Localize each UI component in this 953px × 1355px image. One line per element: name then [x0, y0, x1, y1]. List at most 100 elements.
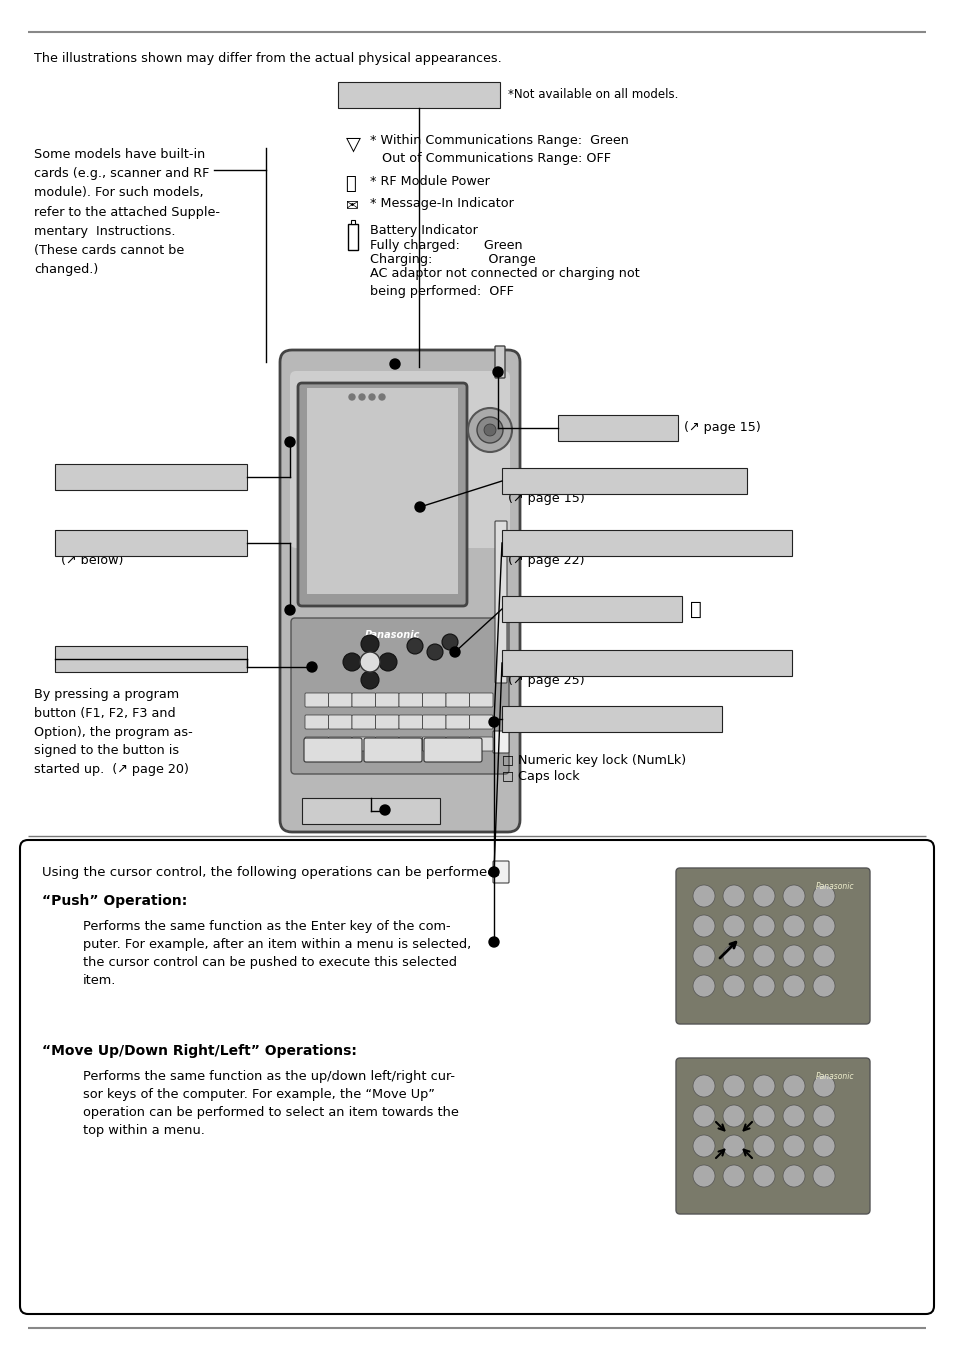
Circle shape — [782, 1135, 804, 1157]
Circle shape — [782, 915, 804, 938]
FancyBboxPatch shape — [305, 715, 328, 729]
FancyBboxPatch shape — [446, 737, 469, 751]
FancyBboxPatch shape — [423, 738, 481, 762]
FancyBboxPatch shape — [55, 646, 247, 672]
FancyBboxPatch shape — [422, 715, 446, 729]
Circle shape — [489, 717, 498, 728]
Circle shape — [812, 915, 834, 938]
Circle shape — [369, 394, 375, 400]
Text: (↗ page 22): (↗ page 22) — [507, 554, 584, 566]
Text: * Message-In Indicator: * Message-In Indicator — [370, 196, 514, 210]
Circle shape — [722, 915, 744, 938]
Circle shape — [752, 1075, 774, 1098]
Text: “Move Up/Down Right/Left” Operations:: “Move Up/Down Right/Left” Operations: — [42, 1043, 356, 1058]
Circle shape — [476, 417, 502, 443]
Text: □ Caps lock: □ Caps lock — [501, 770, 579, 783]
Text: ⏻: ⏻ — [689, 599, 701, 618]
Circle shape — [489, 938, 498, 947]
FancyBboxPatch shape — [328, 737, 352, 751]
Circle shape — [782, 944, 804, 967]
Circle shape — [752, 885, 774, 906]
Circle shape — [782, 1075, 804, 1098]
Text: (↗ below): (↗ below) — [61, 554, 123, 566]
FancyBboxPatch shape — [20, 840, 933, 1314]
FancyBboxPatch shape — [469, 737, 493, 751]
Text: Battery Indicator: Battery Indicator — [370, 224, 477, 237]
Text: Panasonic: Panasonic — [815, 1072, 853, 1081]
FancyBboxPatch shape — [676, 869, 869, 1024]
Circle shape — [427, 644, 442, 660]
Text: Some models have built-in
cards (e.g., scanner and RF
module). For such models,
: Some models have built-in cards (e.g., s… — [34, 148, 220, 276]
Text: By pressing a program
button (F1, F2, F3 and
Option), the program as-
signed to : By pressing a program button (F1, F2, F3… — [34, 688, 193, 776]
FancyBboxPatch shape — [375, 737, 398, 751]
FancyBboxPatch shape — [364, 738, 421, 762]
FancyBboxPatch shape — [558, 415, 678, 440]
Text: Panasonic: Panasonic — [815, 882, 853, 892]
FancyBboxPatch shape — [352, 715, 375, 729]
Circle shape — [812, 885, 834, 906]
FancyBboxPatch shape — [398, 692, 422, 707]
FancyBboxPatch shape — [291, 618, 509, 774]
Circle shape — [692, 1165, 714, 1187]
Circle shape — [489, 867, 498, 877]
FancyBboxPatch shape — [352, 737, 375, 751]
FancyBboxPatch shape — [351, 220, 355, 224]
Circle shape — [692, 944, 714, 967]
FancyBboxPatch shape — [495, 522, 506, 683]
FancyBboxPatch shape — [305, 692, 328, 707]
FancyBboxPatch shape — [398, 715, 422, 729]
Circle shape — [752, 915, 774, 938]
Text: ✉: ✉ — [346, 196, 358, 211]
Circle shape — [692, 915, 714, 938]
Text: *Not available on all models.: *Not available on all models. — [507, 88, 678, 102]
Circle shape — [812, 1104, 834, 1127]
FancyBboxPatch shape — [328, 692, 352, 707]
Circle shape — [782, 1104, 804, 1127]
Text: Performs the same function as the Enter key of the com-
puter. For example, afte: Performs the same function as the Enter … — [83, 920, 471, 986]
FancyBboxPatch shape — [348, 224, 357, 251]
Circle shape — [722, 976, 744, 997]
FancyBboxPatch shape — [297, 383, 467, 606]
Circle shape — [349, 394, 355, 400]
Text: AC adaptor not connected or charging not
being performed:  OFF: AC adaptor not connected or charging not… — [370, 267, 639, 298]
Circle shape — [360, 635, 378, 653]
FancyBboxPatch shape — [55, 463, 247, 491]
FancyBboxPatch shape — [280, 350, 519, 832]
FancyBboxPatch shape — [375, 715, 398, 729]
FancyBboxPatch shape — [501, 650, 791, 676]
Circle shape — [307, 663, 316, 672]
FancyBboxPatch shape — [55, 530, 247, 556]
Circle shape — [722, 1075, 744, 1098]
Circle shape — [752, 1135, 774, 1157]
Circle shape — [812, 1165, 834, 1187]
Circle shape — [285, 438, 294, 447]
Circle shape — [692, 976, 714, 997]
Circle shape — [692, 1135, 714, 1157]
Circle shape — [468, 408, 512, 453]
Text: ⓘ: ⓘ — [345, 175, 355, 192]
Text: Charging:              Orange: Charging: Orange — [370, 253, 536, 266]
Circle shape — [378, 394, 385, 400]
Circle shape — [407, 638, 422, 654]
Circle shape — [692, 885, 714, 906]
FancyBboxPatch shape — [302, 798, 439, 824]
Text: The illustrations shown may differ from the actual physical appearances.: The illustrations shown may differ from … — [34, 51, 501, 65]
Text: Panasonic: Panasonic — [364, 630, 419, 640]
FancyBboxPatch shape — [501, 596, 681, 622]
FancyBboxPatch shape — [290, 371, 510, 547]
Circle shape — [483, 424, 496, 436]
Circle shape — [752, 1104, 774, 1127]
FancyBboxPatch shape — [501, 706, 721, 732]
FancyBboxPatch shape — [422, 737, 446, 751]
FancyBboxPatch shape — [676, 1058, 869, 1214]
Circle shape — [722, 1135, 744, 1157]
Text: Performs the same function as the up/down left/right cur-
sor keys of the comput: Performs the same function as the up/dow… — [83, 1070, 458, 1137]
Circle shape — [450, 646, 459, 657]
Circle shape — [812, 1135, 834, 1157]
Circle shape — [378, 653, 396, 671]
Circle shape — [493, 367, 502, 377]
Circle shape — [752, 944, 774, 967]
Text: □ Numeric key lock (NumLk): □ Numeric key lock (NumLk) — [501, 753, 685, 767]
FancyBboxPatch shape — [337, 83, 499, 108]
Text: * Within Communications Range:  Green
   Out of Communications Range: OFF: * Within Communications Range: Green Out… — [370, 134, 628, 165]
